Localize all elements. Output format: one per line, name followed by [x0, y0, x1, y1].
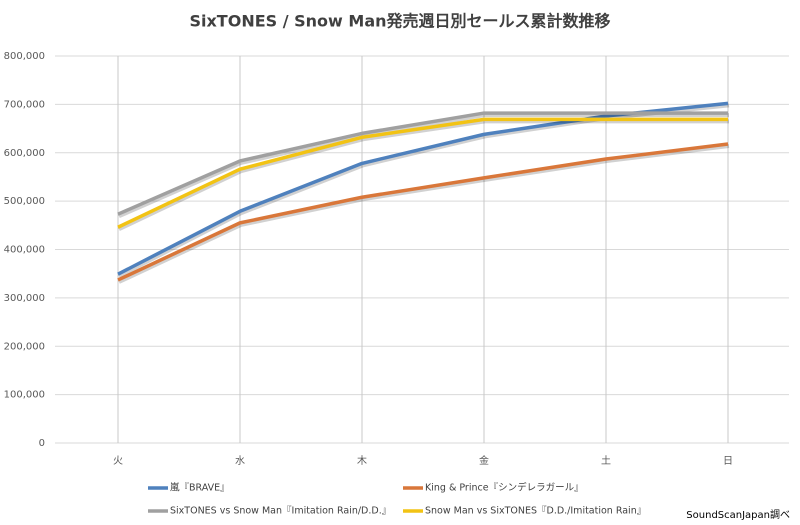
- y-tick-label: 700,000: [4, 99, 45, 110]
- x-tick-label: 土: [601, 454, 611, 467]
- y-tick-label: 200,000: [4, 341, 45, 352]
- line-shadow: [118, 113, 729, 219]
- chart-title: SixTONES / Snow Man発売週日別セールス累計数推移: [189, 12, 610, 31]
- line-shadow: [118, 103, 730, 278]
- line-shadow: [118, 144, 730, 284]
- series-line: [117, 111, 728, 216]
- y-tick-label: 600,000: [4, 148, 45, 159]
- line-shadow: [118, 119, 729, 232]
- y-tick-label: 100,000: [4, 390, 45, 401]
- x-tick-label: 日: [723, 456, 733, 467]
- legend-label: SixTONES vs Snow Man『Imitation Rain/D.D.…: [170, 506, 391, 517]
- legend-label: King & Prince『シンデレラガール』: [425, 482, 584, 494]
- x-tick-label: 木: [357, 455, 367, 467]
- y-tick-label: 800,000: [4, 51, 45, 62]
- y-tick-label: 400,000: [4, 245, 45, 256]
- y-tick-label: 0: [39, 438, 45, 449]
- series-line: [117, 142, 729, 282]
- source-note: SoundScanJapan調べ: [686, 508, 790, 521]
- legend-label: Snow Man vs SixTONES『D.D./Imitation Rain…: [425, 506, 646, 517]
- y-tick-label: 300,000: [4, 293, 45, 304]
- x-tick-label: 水: [235, 455, 245, 467]
- x-tick-label: 火: [113, 455, 123, 467]
- series-line: [117, 117, 728, 229]
- legend-label: 嵐『BRAVE』: [170, 483, 230, 494]
- x-tick-label: 金: [479, 454, 489, 467]
- y-tick-label: 500,000: [4, 196, 45, 207]
